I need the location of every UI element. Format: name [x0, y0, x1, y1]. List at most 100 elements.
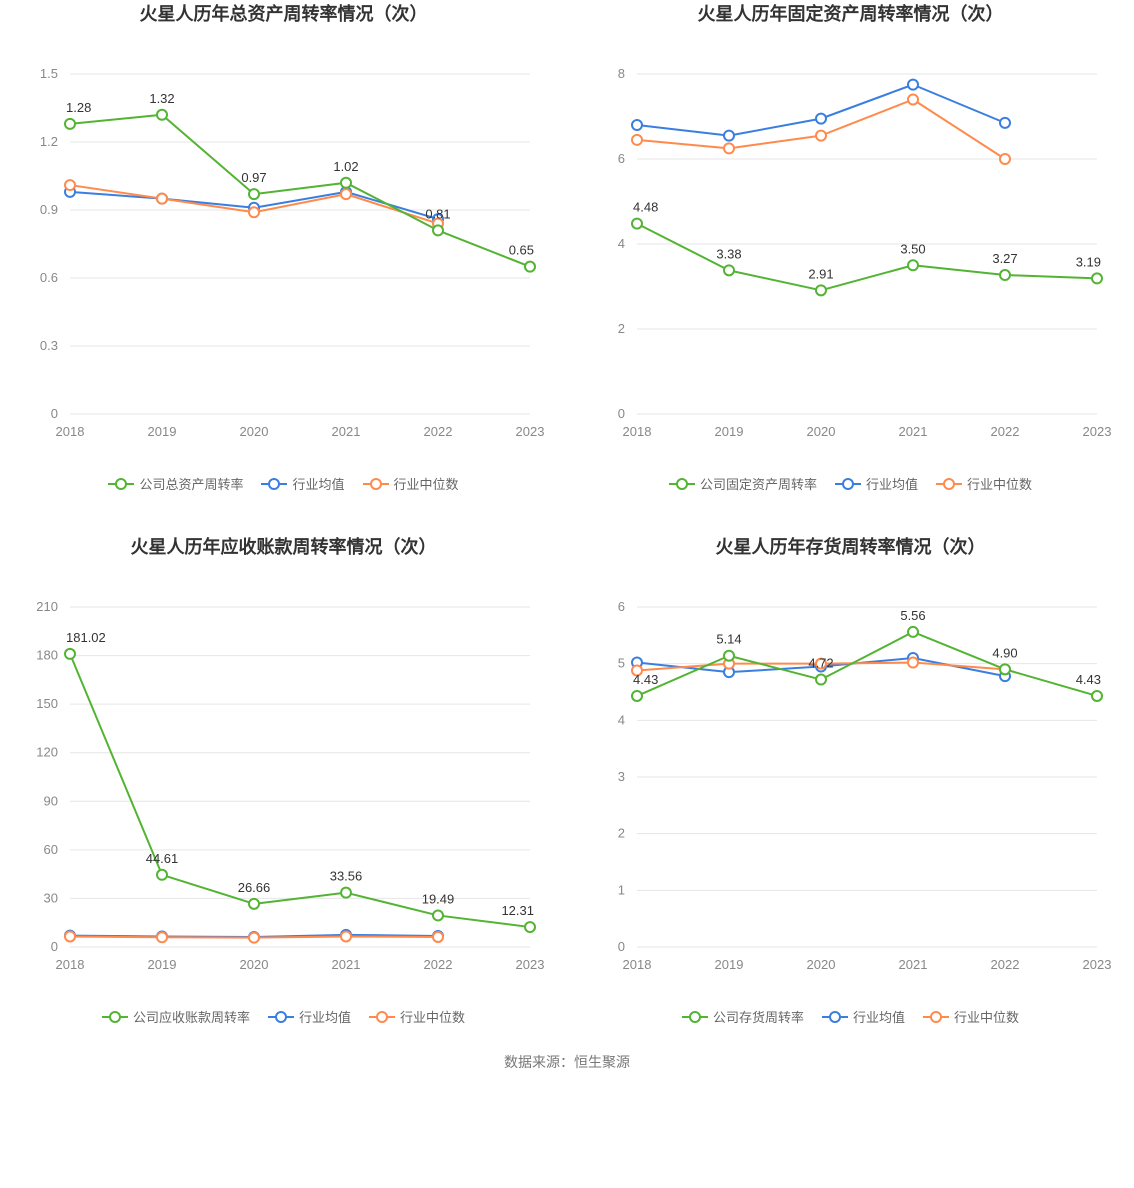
value-label-company: 5.56 [900, 608, 925, 623]
legend-item-company[interactable]: 公司总资产周转率 [108, 474, 243, 493]
legend-item-avg[interactable]: 行业均值 [261, 474, 344, 493]
value-label-company: 1.32 [149, 91, 174, 106]
series-line-company [70, 654, 530, 927]
chart-receivable-turnover: 火星人历年应收账款周转率情况（次）03060901201501802102018… [10, 533, 557, 1026]
legend-label: 行业中位数 [394, 474, 459, 493]
legend-swatch-avg-icon [822, 1010, 848, 1024]
series-marker-avg [908, 80, 918, 90]
x-tick-label: 2022 [991, 957, 1020, 972]
value-label-company: 19.49 [422, 891, 455, 906]
series-marker-company [65, 119, 75, 129]
series-marker-company [65, 649, 75, 659]
y-tick-label: 5 [618, 656, 625, 671]
value-label-company: 3.27 [992, 251, 1017, 266]
series-marker-median [65, 931, 75, 941]
x-tick-label: 2019 [148, 424, 177, 439]
series-line-avg [637, 85, 1005, 136]
x-tick-label: 2018 [623, 424, 652, 439]
legend-label: 行业中位数 [954, 1007, 1019, 1026]
y-tick-label: 6 [618, 599, 625, 614]
series-marker-median [65, 180, 75, 190]
x-tick-label: 2021 [899, 424, 928, 439]
value-label-company: 33.56 [330, 869, 363, 884]
series-marker-company [724, 265, 734, 275]
legend-item-company[interactable]: 公司存货周转率 [682, 1007, 804, 1026]
x-tick-label: 2020 [240, 957, 269, 972]
value-label-company: 4.43 [1076, 672, 1101, 687]
chart-svg: 00.30.60.91.21.5201820192020202120222023… [10, 34, 550, 464]
x-tick-label: 2023 [516, 957, 545, 972]
series-marker-median [908, 658, 918, 668]
legend-item-company[interactable]: 公司应收账款周转率 [102, 1007, 250, 1026]
legend-item-company[interactable]: 公司固定资产周转率 [669, 474, 817, 493]
legend-label: 公司固定资产周转率 [700, 474, 817, 493]
legend-label: 行业均值 [299, 1007, 351, 1026]
value-label-company: 1.02 [333, 159, 358, 174]
x-tick-label: 2023 [516, 424, 545, 439]
x-tick-label: 2018 [56, 424, 85, 439]
legend-label: 行业均值 [853, 1007, 905, 1026]
legend-label: 行业中位数 [967, 474, 1032, 493]
x-tick-label: 2020 [807, 957, 836, 972]
y-tick-label: 2 [618, 321, 625, 336]
legend-item-median[interactable]: 行业中位数 [369, 1007, 465, 1026]
legend-label: 行业中位数 [400, 1007, 465, 1026]
page-root: 火星人历年总资产周转率情况（次）00.30.60.91.21.520182019… [0, 0, 1134, 1092]
y-tick-label: 6 [618, 151, 625, 166]
y-tick-label: 3 [618, 769, 625, 784]
value-label-company: 3.50 [900, 241, 925, 256]
y-tick-label: 1.2 [40, 134, 58, 149]
series-marker-company [632, 219, 642, 229]
legend-item-avg[interactable]: 行业均值 [835, 474, 918, 493]
chart-title: 火星人历年总资产周转率情况（次） [10, 0, 557, 26]
series-marker-avg [724, 131, 734, 141]
value-label-company: 44.61 [146, 851, 179, 866]
series-marker-median [908, 95, 918, 105]
series-marker-company [1092, 691, 1102, 701]
value-label-company: 0.97 [241, 170, 266, 185]
legend-label: 公司存货周转率 [713, 1007, 804, 1026]
legend-item-avg[interactable]: 行业均值 [268, 1007, 351, 1026]
legend-item-median[interactable]: 行业中位数 [923, 1007, 1019, 1026]
chart-title: 火星人历年存货周转率情况（次） [577, 533, 1124, 559]
series-marker-median [1000, 154, 1010, 164]
series-line-company [70, 115, 530, 267]
legend-swatch-median-icon [936, 477, 962, 491]
value-label-company: 1.28 [66, 100, 91, 115]
legend-label: 行业均值 [866, 474, 918, 493]
chart-svg: 0306090120150180210201820192020202120222… [10, 567, 550, 997]
x-tick-label: 2020 [807, 424, 836, 439]
y-tick-label: 0.6 [40, 270, 58, 285]
y-tick-label: 0.9 [40, 202, 58, 217]
series-marker-median [249, 933, 259, 943]
x-tick-label: 2018 [56, 957, 85, 972]
y-tick-label: 0 [618, 939, 625, 954]
legend-swatch-company-icon [669, 477, 695, 491]
series-marker-median [632, 135, 642, 145]
series-marker-company [249, 899, 259, 909]
series-marker-company [433, 225, 443, 235]
series-marker-avg [816, 114, 826, 124]
series-marker-company [1000, 270, 1010, 280]
y-tick-label: 0 [51, 939, 58, 954]
legend-item-median[interactable]: 行业中位数 [363, 474, 459, 493]
chart-total-asset-turnover: 火星人历年总资产周转率情况（次）00.30.60.91.21.520182019… [10, 0, 557, 493]
value-label-company: 4.90 [992, 645, 1017, 660]
x-tick-label: 2023 [1083, 424, 1112, 439]
chart-legend: 公司固定资产周转率 行业均值 行业中位数 [577, 474, 1124, 493]
legend-item-avg[interactable]: 行业均值 [822, 1007, 905, 1026]
x-tick-label: 2022 [991, 424, 1020, 439]
legend-item-median[interactable]: 行业中位数 [936, 474, 1032, 493]
value-label-company: 3.38 [716, 246, 741, 261]
series-marker-company [1000, 664, 1010, 674]
value-label-company: 3.19 [1076, 254, 1101, 269]
legend-label: 公司总资产周转率 [139, 474, 243, 493]
x-tick-label: 2023 [1083, 957, 1112, 972]
legend-swatch-company-icon [108, 477, 134, 491]
series-marker-company [249, 189, 259, 199]
series-marker-median [724, 143, 734, 153]
value-label-company: 26.66 [238, 880, 271, 895]
x-tick-label: 2022 [424, 424, 453, 439]
series-line-company [637, 224, 1097, 291]
y-tick-label: 0 [51, 406, 58, 421]
